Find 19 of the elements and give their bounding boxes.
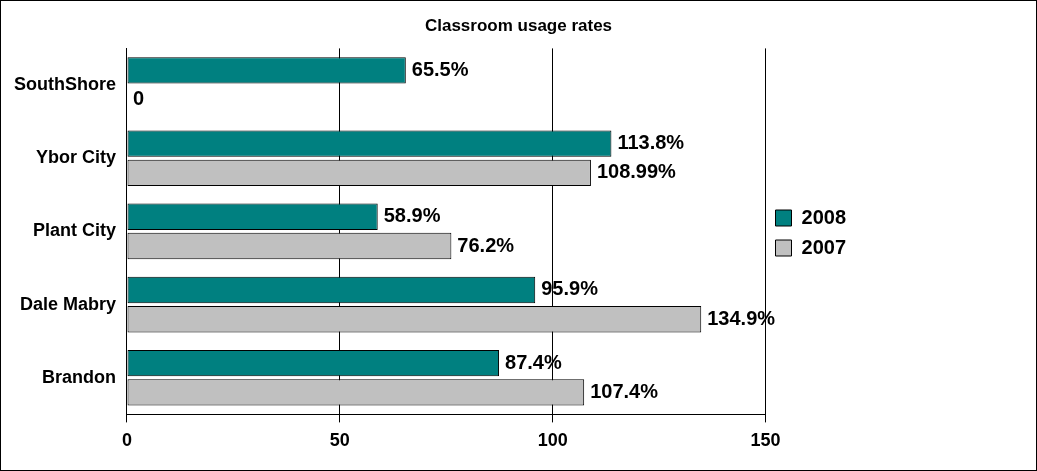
data-label: 113.8% [617,131,685,154]
data-label: 0 [133,87,145,110]
y-tick-label: Brandon [42,366,116,387]
legend-label: 2007 [801,235,847,258]
data-label: 76.2% [457,233,515,256]
x-tick-label: 50 [329,430,350,451]
y-tick-label: Plant City [32,220,116,241]
x-tick-label: 150 [750,430,781,451]
y-tick-label: Dale Mabry [19,293,116,314]
data-label: 65.5% [411,57,469,80]
x-tick-label: 0 [121,430,132,451]
chart-title: Classroom usage rates [424,15,613,35]
x-tick-label: 100 [537,430,568,451]
data-label: 107.4% [590,379,659,402]
y-tick-label: SouthShore [14,73,116,94]
legend-label: 2008 [801,205,847,228]
y-tick-label: Ybor City [35,147,116,168]
data-label: 58.9% [383,204,441,227]
data-label: 108.99% [596,160,677,183]
